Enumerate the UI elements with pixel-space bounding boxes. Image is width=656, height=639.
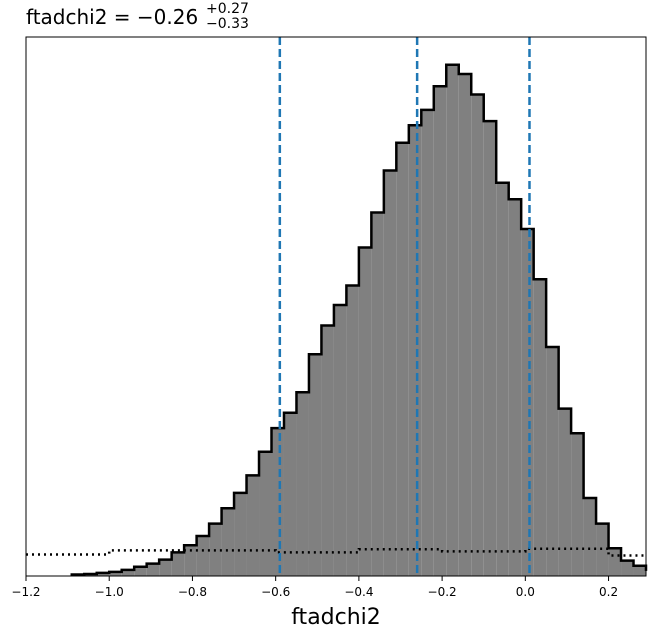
hist-bar <box>383 170 397 576</box>
x-tick-label: −0.6 <box>261 585 290 599</box>
hist-bar <box>159 559 172 576</box>
hist-bar <box>308 354 322 576</box>
hist-bar <box>321 325 334 576</box>
hist-bar <box>571 433 584 576</box>
hist-outline <box>70 63 648 576</box>
hist-bar <box>259 451 272 576</box>
hist-bar <box>546 347 559 576</box>
axes-frame <box>25 36 647 577</box>
hist-bar <box>558 408 572 576</box>
x-axis: −1.2 −1.0 −0.8 −0.6 −0.4 −0.2 0.0 0.2 <box>11 576 618 599</box>
chart-title-superscript: +0.27 <box>206 1 249 17</box>
hist-bar <box>171 552 185 576</box>
hist-bar <box>184 545 197 576</box>
hist-bar <box>246 475 260 576</box>
hist-bar <box>196 535 210 576</box>
chart-title: ftadchi2 = −0.26 <box>26 5 198 29</box>
hist-bar <box>446 64 459 576</box>
hist-bar <box>408 125 422 576</box>
hist-bar <box>346 285 359 576</box>
hist-bar <box>471 94 484 576</box>
hist-bar <box>433 86 447 576</box>
x-tick-label: 0.0 <box>516 585 535 599</box>
hist-bar <box>296 392 309 576</box>
hist-bar <box>458 73 472 577</box>
hist-bar <box>221 508 235 576</box>
hist-bar <box>608 548 622 576</box>
hist-bar <box>496 182 509 576</box>
hist-bar <box>396 142 409 576</box>
hist-bar <box>483 121 497 576</box>
x-tick-label: −1.2 <box>11 585 40 599</box>
hist-bar <box>596 523 609 576</box>
hist-bar <box>121 569 135 576</box>
hist-bar <box>109 571 122 576</box>
hist-bar <box>146 563 160 576</box>
hist-bar <box>421 109 434 576</box>
hist-bar <box>358 247 372 576</box>
hist-bar <box>621 560 634 576</box>
hist-bar <box>283 412 297 576</box>
hist-bar <box>333 304 347 576</box>
chart-title-subscript: −0.33 <box>206 16 249 32</box>
x-tick-label: −0.8 <box>178 585 207 599</box>
x-tick-label: −0.4 <box>344 585 373 599</box>
plot-area <box>26 37 648 577</box>
x-axis-label: ftadchi2 <box>291 605 381 630</box>
x-tick-label: −0.2 <box>428 585 457 599</box>
x-tick-label: −1.0 <box>95 585 124 599</box>
hist-bar <box>533 279 547 576</box>
chart-title-main: ftadchi2 = −0.26 <box>26 5 198 29</box>
prior-dotted-line <box>26 547 646 557</box>
hist-bar <box>271 428 284 576</box>
hist-bar <box>96 572 110 576</box>
hist-bar <box>371 212 384 576</box>
hist-bar <box>521 228 534 576</box>
x-tick-label: 0.2 <box>599 585 618 599</box>
hist-bar <box>583 497 597 576</box>
hist-bar <box>134 566 147 576</box>
hist-bar <box>508 199 522 577</box>
hist-bar <box>633 565 646 576</box>
hist-bar <box>234 492 247 576</box>
